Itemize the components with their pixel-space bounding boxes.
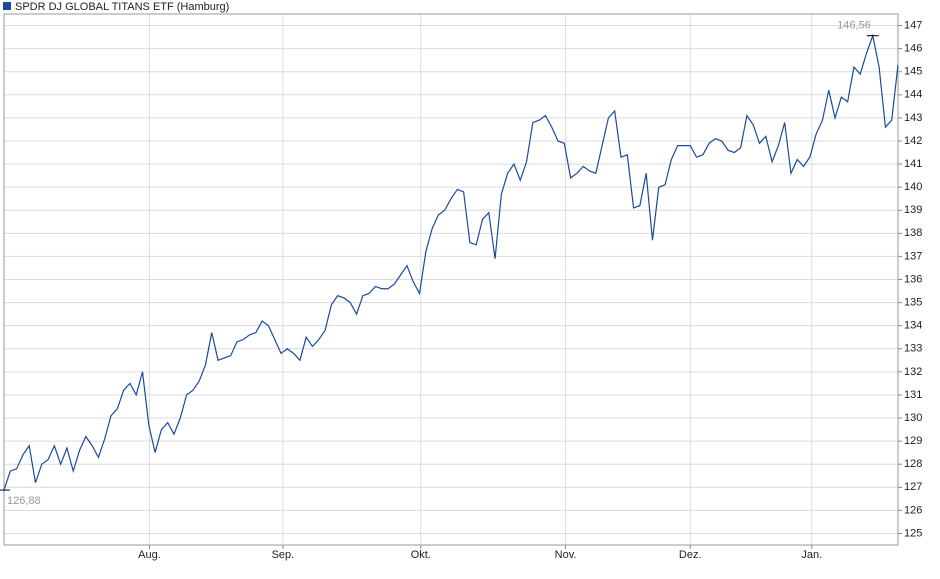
y-tick-label: 131 bbox=[904, 389, 922, 401]
y-tick-label: 132 bbox=[904, 366, 922, 378]
y-tick-label: 129 bbox=[904, 435, 922, 447]
y-tick-label: 133 bbox=[904, 343, 922, 355]
annotation-label: 146,56 bbox=[837, 20, 871, 32]
y-tick-label: 125 bbox=[904, 527, 922, 539]
y-tick-label: 142 bbox=[904, 135, 922, 147]
x-tick-label: Jan. bbox=[801, 549, 822, 561]
x-tick-label: Aug. bbox=[138, 549, 161, 561]
x-tick-label: Okt. bbox=[411, 549, 431, 561]
y-tick-label: 135 bbox=[904, 296, 922, 308]
y-tick-label: 141 bbox=[904, 158, 922, 170]
y-tick-label: 134 bbox=[904, 320, 922, 332]
x-tick-label: Nov. bbox=[555, 549, 577, 561]
y-tick-label: 137 bbox=[904, 250, 922, 262]
line bbox=[3, 33, 899, 491]
plot-frame bbox=[3, 13, 899, 546]
y-tick-label: 140 bbox=[904, 181, 922, 193]
y-tick-label: 130 bbox=[904, 412, 922, 424]
legend-label: SPDR DJ GLOBAL TITANS ETF (Hamburg) bbox=[15, 1, 229, 13]
legend-swatch bbox=[3, 2, 11, 10]
y-tick-label: 136 bbox=[904, 273, 922, 285]
x-tick-label: Sep. bbox=[272, 549, 295, 561]
y-tick-label: 126 bbox=[904, 504, 922, 516]
y-tick-label: 138 bbox=[904, 227, 922, 239]
y-tick-label: 143 bbox=[904, 112, 922, 124]
y-tick-label: 144 bbox=[904, 89, 922, 101]
y-tick-label: 146 bbox=[904, 43, 922, 55]
y-tick-label: 139 bbox=[904, 204, 922, 216]
x-tick-label: Dez. bbox=[679, 549, 702, 561]
y-tick-label: 127 bbox=[904, 481, 922, 493]
y-tick-label: 145 bbox=[904, 66, 922, 78]
y-tick-label: 147 bbox=[904, 19, 922, 31]
y-tick-label: 128 bbox=[904, 458, 922, 470]
annotation-label: 126,88 bbox=[7, 495, 41, 507]
